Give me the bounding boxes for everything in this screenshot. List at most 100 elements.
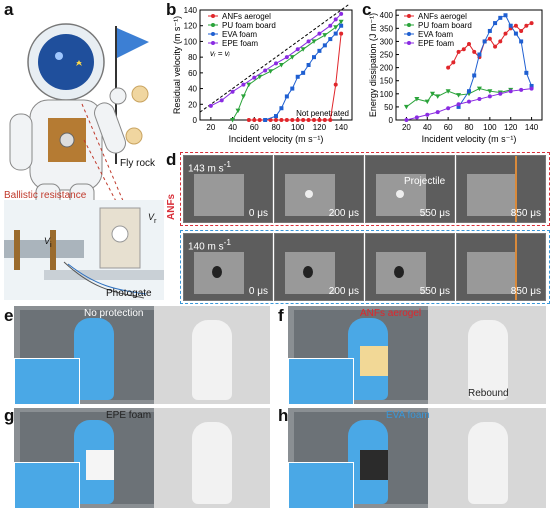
data-point	[333, 31, 338, 36]
data-point	[451, 60, 456, 65]
y-tick-label: 40	[188, 85, 197, 94]
x-axis-label: Incident velocity (m s⁻¹)	[422, 134, 517, 144]
data-point	[339, 31, 344, 36]
data-point	[487, 28, 492, 33]
x-axis-label: Incident velocity (m s⁻¹)	[229, 134, 324, 144]
frame-2: 200 μs	[274, 155, 364, 223]
data-point	[328, 37, 333, 42]
panel-h-letter: h	[278, 406, 289, 425]
data-point	[508, 89, 513, 94]
gas-gun-setup-illustration	[4, 200, 164, 300]
legend-entry: EVA foam	[418, 30, 453, 39]
data-point	[529, 83, 534, 88]
frame-2: 200 μs	[274, 233, 364, 301]
data-point	[219, 98, 224, 103]
residual-velocity-chart: 20 40 60 80 100 120 140 0 20 40 60 80 100 120 140 Incid…	[172, 4, 353, 144]
data-point	[467, 89, 471, 94]
frame-1: 140 m s-1 0 μs	[183, 233, 273, 301]
panel-f-letter: f	[278, 306, 284, 325]
data-point	[503, 13, 508, 18]
data-point	[263, 118, 268, 122]
data-point	[306, 39, 311, 44]
data-point	[274, 118, 278, 122]
data-point	[295, 47, 300, 52]
data-point	[529, 21, 534, 26]
vr-label: Vr	[148, 212, 157, 225]
data-point	[322, 43, 327, 48]
y-tick-label: 0	[389, 116, 394, 125]
y-axis-label: Residual velocity (m s⁻¹)	[172, 16, 182, 114]
data-point	[482, 39, 487, 44]
diagonal-annotation: vᵣ = vᵢ	[210, 49, 231, 58]
series-line	[210, 13, 342, 107]
data-point	[498, 91, 503, 96]
x-tick-label: 140	[334, 123, 348, 132]
y-tick-label: 200	[380, 64, 394, 73]
frame-3: Projectile 550 μs	[365, 155, 455, 223]
y-tick-label: 100	[184, 37, 198, 46]
data-point	[246, 118, 251, 122]
data-point	[257, 118, 262, 122]
data-point	[328, 23, 333, 28]
x-tick-label: 120	[504, 123, 518, 132]
time-label: 850 μs	[510, 208, 541, 219]
data-point	[493, 21, 498, 26]
data-point	[513, 23, 518, 28]
panel-f-title: ANFs aerogel	[360, 308, 422, 319]
data-point	[279, 106, 284, 111]
data-point	[306, 63, 311, 67]
data-point	[414, 97, 420, 102]
data-point	[274, 61, 278, 66]
frame-4: 850 μs	[456, 155, 546, 223]
legend-marker	[211, 32, 215, 36]
data-point	[477, 52, 482, 57]
row1-material-label: ANFs	[166, 193, 177, 220]
data-point	[445, 89, 451, 94]
legend-entry: PU foam board	[222, 21, 276, 30]
legend-marker	[407, 41, 411, 45]
y-tick-label: 60	[188, 69, 197, 78]
legend-entry: ANFs aerogel	[418, 12, 467, 21]
legend-entry: EPE foam	[418, 39, 454, 48]
data-point	[312, 118, 316, 122]
y-tick-label: 120	[184, 22, 198, 31]
legend-marker	[211, 14, 215, 18]
y-tick-label: 100	[380, 90, 394, 99]
data-point	[317, 31, 322, 36]
y-tick-label: 300	[380, 37, 394, 46]
data-point	[529, 86, 534, 91]
data-point	[403, 104, 409, 110]
data-point	[333, 82, 338, 87]
data-point	[456, 49, 461, 54]
x-tick-label: 80	[272, 123, 281, 132]
x-tick-label: 60	[250, 123, 259, 132]
data-point	[430, 91, 435, 97]
data-point	[311, 39, 317, 44]
data-point	[263, 68, 268, 73]
data-point	[456, 104, 461, 109]
data-point	[461, 47, 466, 52]
y-tick-label: 400	[380, 11, 394, 20]
time-label: 550 μs	[419, 208, 450, 219]
panel-f-photo: ANFs aerogel Rebound	[288, 306, 546, 404]
x-tick-label: 120	[313, 123, 327, 132]
x-tick-label: 100	[291, 123, 305, 132]
data-point	[498, 15, 503, 20]
data-point	[268, 69, 274, 74]
panel-g-letter: g	[4, 406, 15, 425]
data-point	[508, 23, 513, 28]
data-point	[208, 103, 213, 108]
row1-frames: 143 m s-1 0 μs 200 μs Projectile 550 μs …	[180, 152, 550, 226]
data-point	[487, 36, 492, 41]
time-label: 0 μs	[248, 286, 268, 297]
x-tick-label: 20	[402, 123, 411, 132]
time-label: 200 μs	[328, 286, 359, 297]
data-point	[284, 55, 289, 60]
x-tick-label: 40	[423, 123, 432, 132]
data-point	[424, 99, 430, 105]
data-point	[290, 118, 295, 122]
data-point	[503, 31, 508, 36]
time-label: 550 μs	[419, 286, 450, 297]
data-point	[241, 82, 246, 87]
legend-marker	[407, 14, 411, 18]
